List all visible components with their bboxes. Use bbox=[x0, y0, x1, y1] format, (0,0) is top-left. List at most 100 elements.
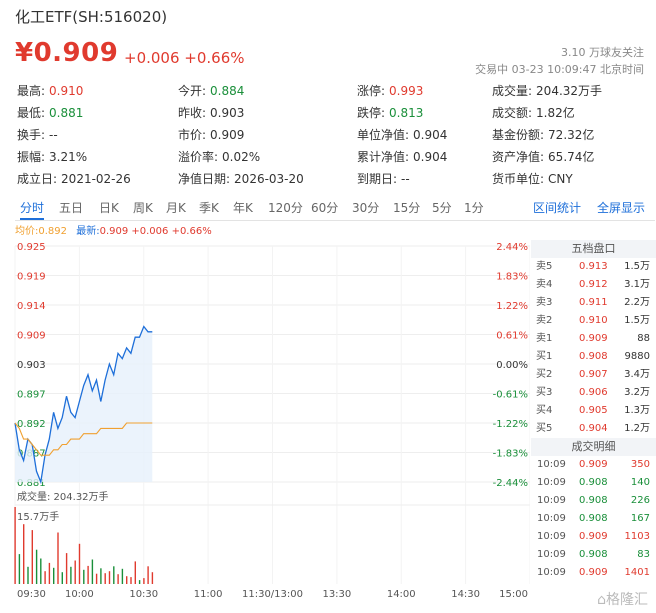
stat-item: 到期日: -- bbox=[357, 170, 410, 187]
x-tick-label: 10:00 bbox=[65, 589, 94, 600]
stat-item: 资产净值: 65.74亿 bbox=[492, 148, 594, 165]
stat-value: 0.993 bbox=[389, 84, 424, 98]
tab-6[interactable]: 年K bbox=[233, 201, 253, 215]
order-book-row: 买1 0.908 9880 bbox=[531, 348, 656, 366]
tab-1[interactable]: 五日 bbox=[59, 201, 84, 215]
order-book-price: 0.909 bbox=[579, 333, 608, 344]
stat-item: 跌停: 0.813 bbox=[357, 104, 423, 121]
trade-time: 10:09 bbox=[537, 513, 566, 524]
followers-count[interactable]: 3.10 万球友关注 bbox=[561, 44, 644, 60]
stat-item: 成交量: 204.32万手 bbox=[492, 82, 602, 99]
order-book-row: 卖4 0.912 3.1万 bbox=[531, 276, 656, 294]
y-tick-price: 0.909 bbox=[17, 331, 46, 342]
stat-item: 累计净值: 0.904 bbox=[357, 148, 447, 165]
volume-bar bbox=[117, 574, 119, 584]
order-book-price: 0.908 bbox=[579, 351, 608, 362]
followers-unit: 万球友关注 bbox=[589, 46, 644, 59]
y-tick-pct: 0.61% bbox=[496, 331, 528, 342]
trade-time: 10:09 bbox=[537, 549, 566, 560]
tab-8[interactable]: 60分 bbox=[311, 201, 339, 215]
volume-bar bbox=[35, 549, 38, 584]
order-book-vol: 3.1万 bbox=[624, 279, 650, 290]
price-change: +0.006 +0.66% bbox=[124, 49, 245, 67]
order-book-vol: 2.2万 bbox=[624, 297, 650, 308]
stat-item: 涨停: 0.993 bbox=[357, 82, 423, 99]
tab-12[interactable]: 1分 bbox=[464, 201, 484, 215]
volume-bar bbox=[151, 572, 154, 584]
order-book-label: 卖5 bbox=[536, 261, 553, 272]
trade-time: 10:09 bbox=[537, 567, 566, 578]
stat-value: 3.21% bbox=[49, 150, 88, 164]
stat-value: 204.32万手 bbox=[536, 84, 603, 98]
chart-legend: 均价:0.892 最新:0.909 +0.006 +0.66% bbox=[15, 222, 212, 237]
x-tick-label: 14:30 bbox=[451, 589, 480, 600]
stat-label: 单位净值: bbox=[357, 128, 410, 142]
x-tick-label: 09:30 bbox=[17, 589, 46, 600]
y-tick-pct: 0.00% bbox=[496, 360, 528, 371]
stat-value: 0.910 bbox=[49, 84, 84, 98]
trade-time: 10:09 bbox=[537, 459, 566, 470]
order-book-vol: 1.5万 bbox=[624, 315, 650, 326]
volume-bar bbox=[18, 554, 21, 584]
latest-price-value: 0.909 +0.006 +0.66% bbox=[99, 226, 212, 237]
stat-label: 昨收: bbox=[178, 106, 207, 120]
range-stats-link[interactable]: 区间统计 bbox=[533, 201, 582, 215]
volume-bar bbox=[100, 568, 102, 584]
stat-value: 0.881 bbox=[49, 106, 84, 120]
y-tick-pct: -2.44% bbox=[493, 478, 528, 489]
volume-bar bbox=[44, 571, 46, 584]
y-tick-pct: -0.61% bbox=[493, 390, 528, 401]
tab-0[interactable]: 分时 bbox=[20, 199, 45, 220]
stat-label: 跌停: bbox=[357, 106, 386, 120]
stat-value: 0.909 bbox=[210, 128, 245, 142]
tab-3[interactable]: 周K bbox=[133, 201, 153, 215]
volume-bar bbox=[65, 553, 68, 584]
order-book-price: 0.913 bbox=[579, 261, 608, 272]
order-book-label: 买1 bbox=[536, 351, 553, 362]
stat-label: 净值日期: bbox=[178, 172, 231, 186]
trade-status: 交易中 03-23 10:09:47 北京时间 bbox=[475, 63, 644, 76]
stat-value: 2026-03-20 bbox=[234, 172, 304, 186]
volume-bar bbox=[48, 562, 51, 584]
stat-item: 昨收: 0.903 bbox=[178, 104, 244, 121]
fullscreen-link[interactable]: 全屏显示 bbox=[597, 201, 646, 215]
trade-time: 10:09 bbox=[537, 495, 566, 506]
tab-5[interactable]: 季K bbox=[199, 201, 219, 215]
trade-vol: 1401 bbox=[624, 567, 650, 578]
stat-label: 溢价率: bbox=[178, 150, 219, 164]
volume-bar bbox=[57, 532, 59, 584]
order-book-label: 卖4 bbox=[536, 279, 553, 290]
order-book-price: 0.906 bbox=[579, 387, 608, 398]
trade-price: 0.908 bbox=[579, 549, 608, 560]
tab-2[interactable]: 日K bbox=[99, 201, 119, 215]
tab-10[interactable]: 15分 bbox=[393, 201, 421, 215]
order-book-row: 买3 0.906 3.2万 bbox=[531, 384, 656, 402]
trade-vol: 1103 bbox=[624, 531, 650, 542]
tab-4[interactable]: 月K bbox=[166, 201, 186, 215]
order-book-row: 买4 0.905 1.3万 bbox=[531, 402, 656, 420]
tab-11[interactable]: 5分 bbox=[432, 201, 452, 215]
order-book-row: 卖5 0.913 1.5万 bbox=[531, 258, 656, 276]
trade-detail-row: 10:09 0.908 167 bbox=[531, 510, 656, 528]
volume-bar bbox=[78, 543, 81, 584]
stat-item: 最低: 0.881 bbox=[17, 104, 83, 121]
volume-bar bbox=[70, 566, 72, 584]
stat-value: -- bbox=[49, 128, 58, 142]
stat-label: 最高: bbox=[17, 84, 46, 98]
trade-detail-row: 10:09 0.909 1103 bbox=[531, 528, 656, 546]
order-book-vol: 3.2万 bbox=[624, 387, 650, 398]
stat-label: 市价: bbox=[178, 128, 207, 142]
stat-item: 今开: 0.884 bbox=[178, 82, 244, 99]
price-line bbox=[14, 325, 153, 485]
trade-detail-row: 10:09 0.908 83 bbox=[531, 546, 656, 564]
stat-value: 0.813 bbox=[389, 106, 424, 120]
trade-vol: 167 bbox=[630, 513, 650, 524]
stat-item: 基金份额: 72.32亿 bbox=[492, 126, 594, 143]
tab-7[interactable]: 120分 bbox=[268, 201, 303, 215]
stat-label: 累计净值: bbox=[357, 150, 410, 164]
volume-bar bbox=[147, 566, 149, 584]
volume-bar bbox=[91, 559, 94, 584]
tab-9[interactable]: 30分 bbox=[352, 201, 380, 215]
volume-bar bbox=[95, 573, 98, 584]
stat-value: -- bbox=[401, 172, 410, 186]
